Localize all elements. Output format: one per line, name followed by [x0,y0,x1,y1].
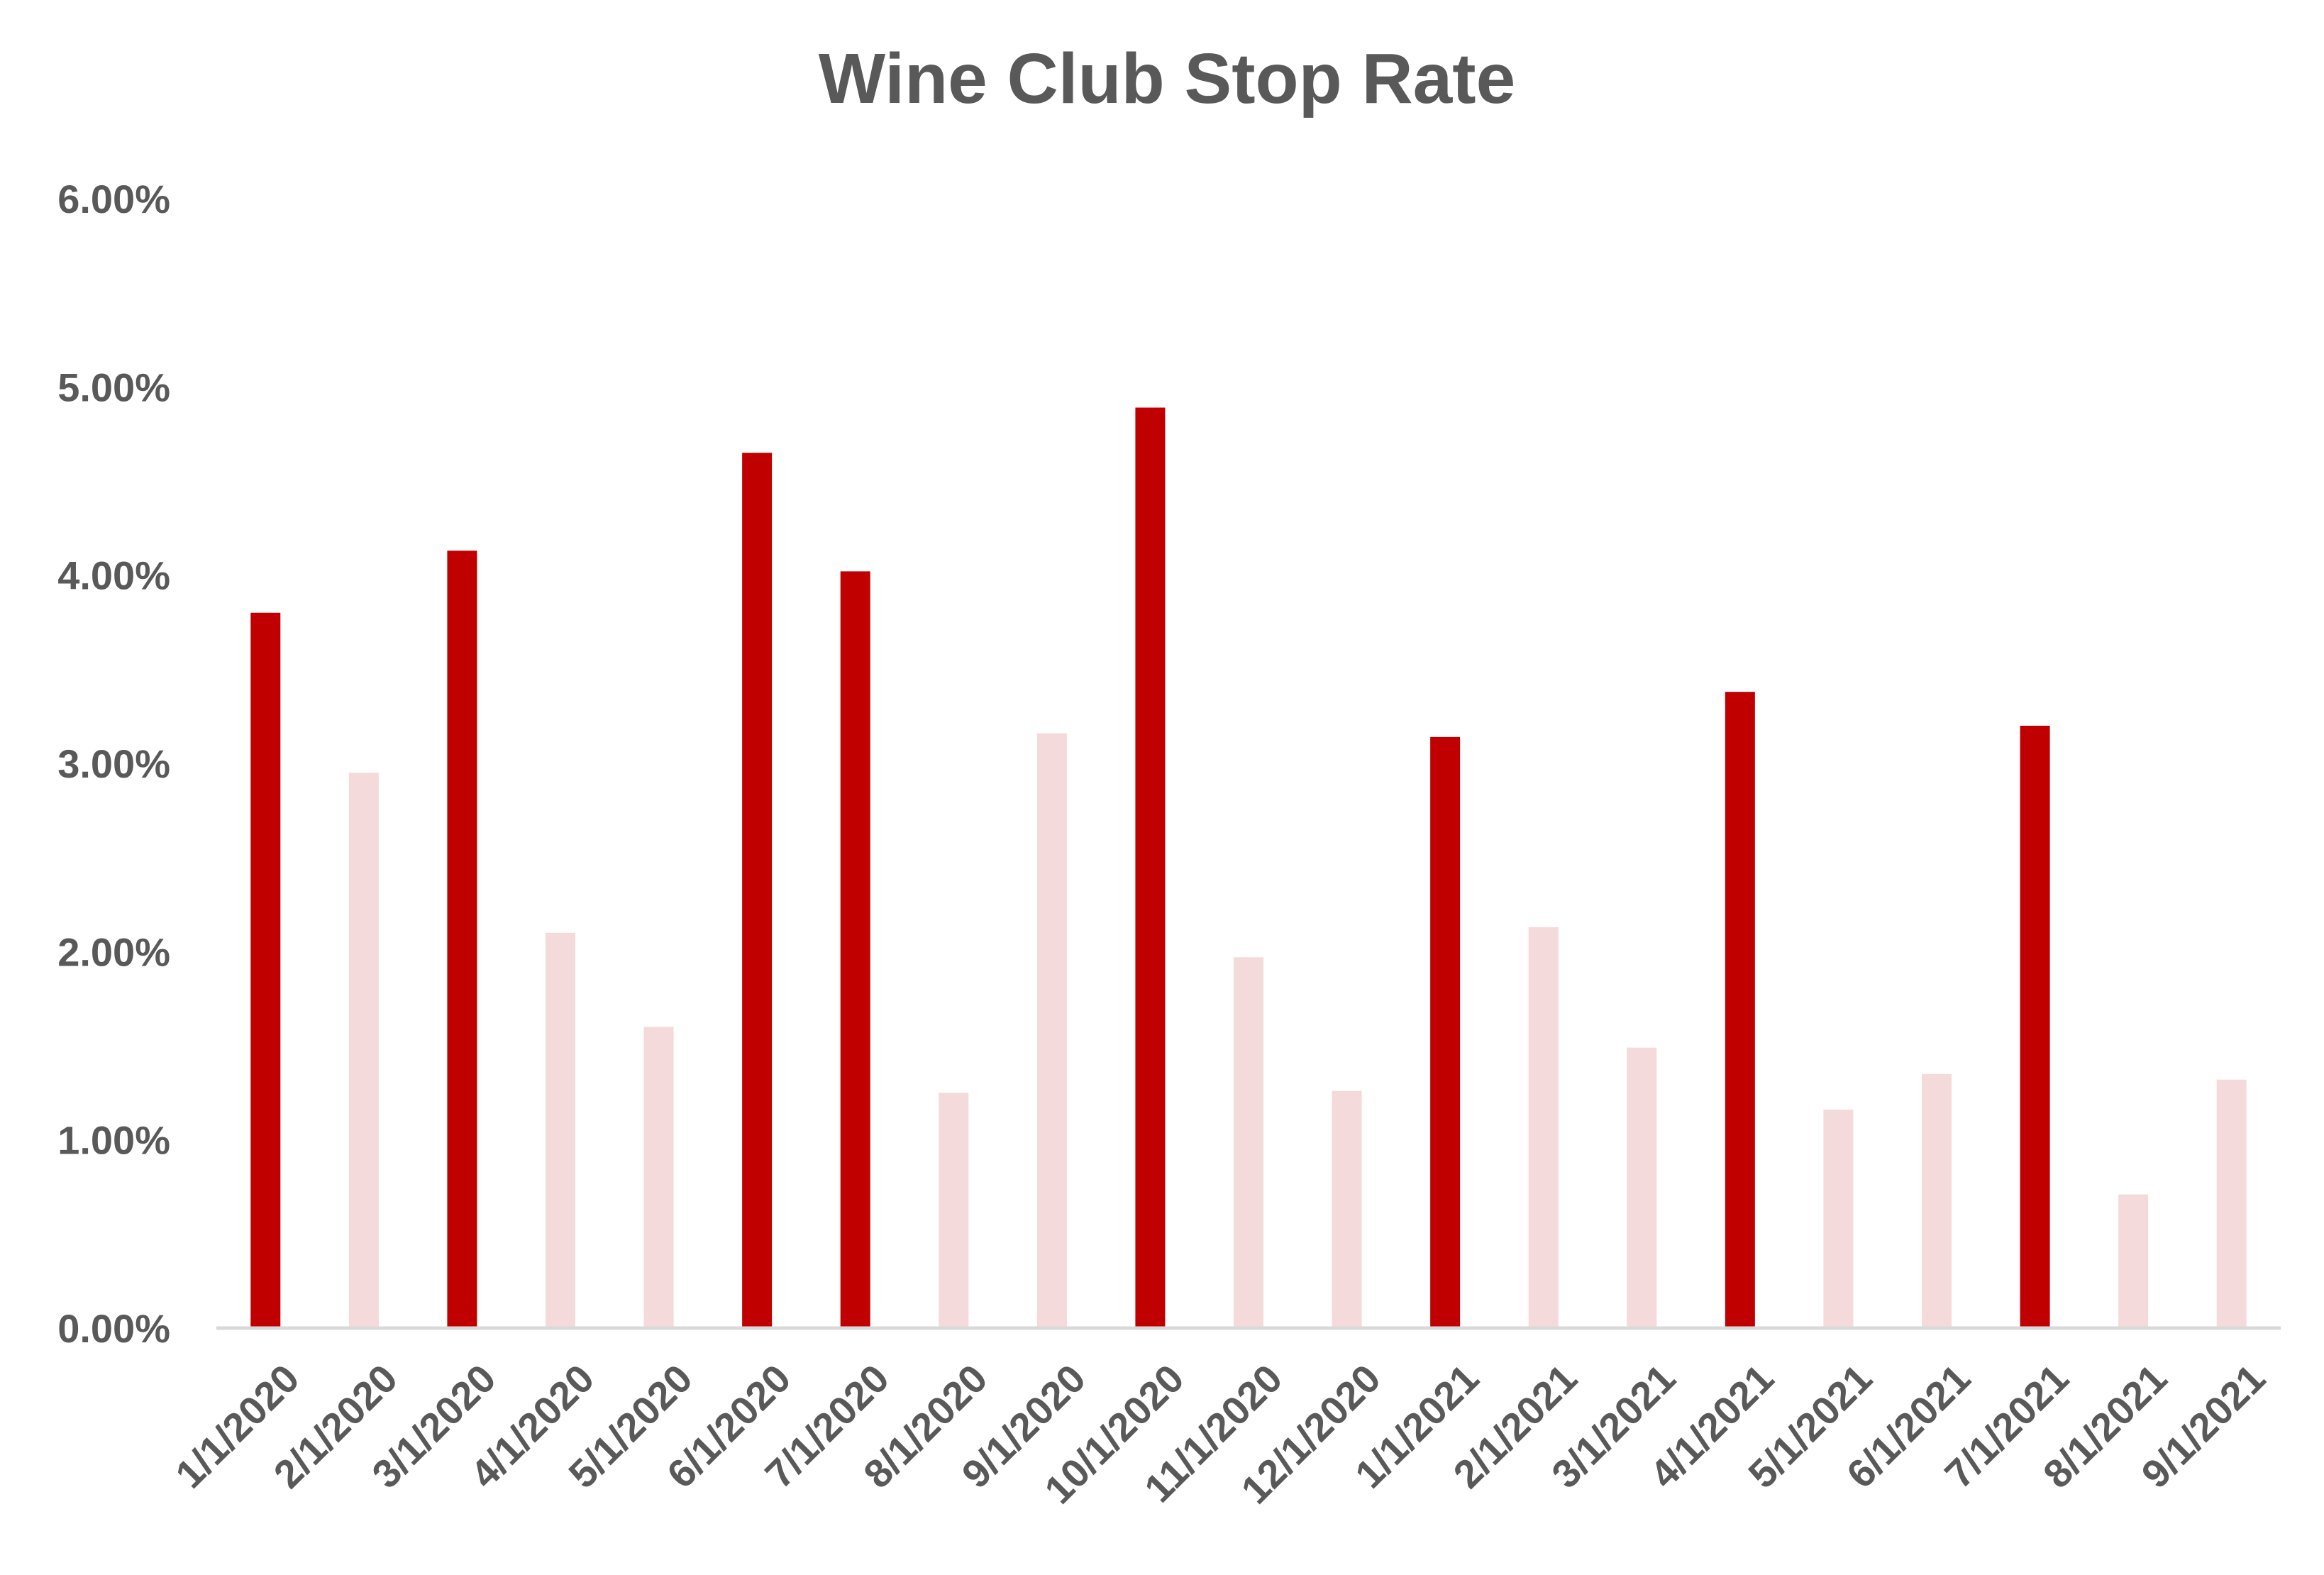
y-tick-label: 0.00% [57,1306,170,1351]
bar [2020,725,2050,1328]
bar [1528,927,1559,1328]
bar [840,571,870,1328]
bar [1234,957,1263,1328]
bar [250,612,281,1328]
bar [1725,692,1755,1328]
bar [1823,1110,1854,1328]
x-axis-tick-labels: 1/1/20202/1/20203/1/20204/1/20205/1/2020… [167,1356,2274,1513]
y-axis-tick-labels: 0.00% 1.00% 2.00% 3.00% 4.00% 5.00% 6.00% [57,177,170,1351]
bar [1627,1047,1657,1328]
bar [939,1093,969,1328]
bar [447,551,477,1328]
y-tick-label: 1.00% [57,1118,170,1163]
y-tick-label: 2.00% [57,929,170,974]
bar [643,1027,674,1328]
bar [1135,407,1166,1328]
y-tick-label: 5.00% [57,365,170,409]
bar [1430,736,1461,1328]
bar [546,932,575,1328]
bar [348,773,379,1328]
y-tick-label: 4.00% [57,553,170,598]
bar [2118,1194,2149,1328]
bar [1922,1073,1952,1328]
bar [1036,733,1067,1328]
y-tick-label: 3.00% [57,741,170,786]
bar-series [250,407,2247,1329]
bar [742,453,773,1329]
bar [2216,1079,2247,1328]
bar [1332,1090,1362,1328]
chart-title: Wine Club Stop Rate [819,39,1515,118]
y-tick-label: 6.00% [57,177,170,221]
